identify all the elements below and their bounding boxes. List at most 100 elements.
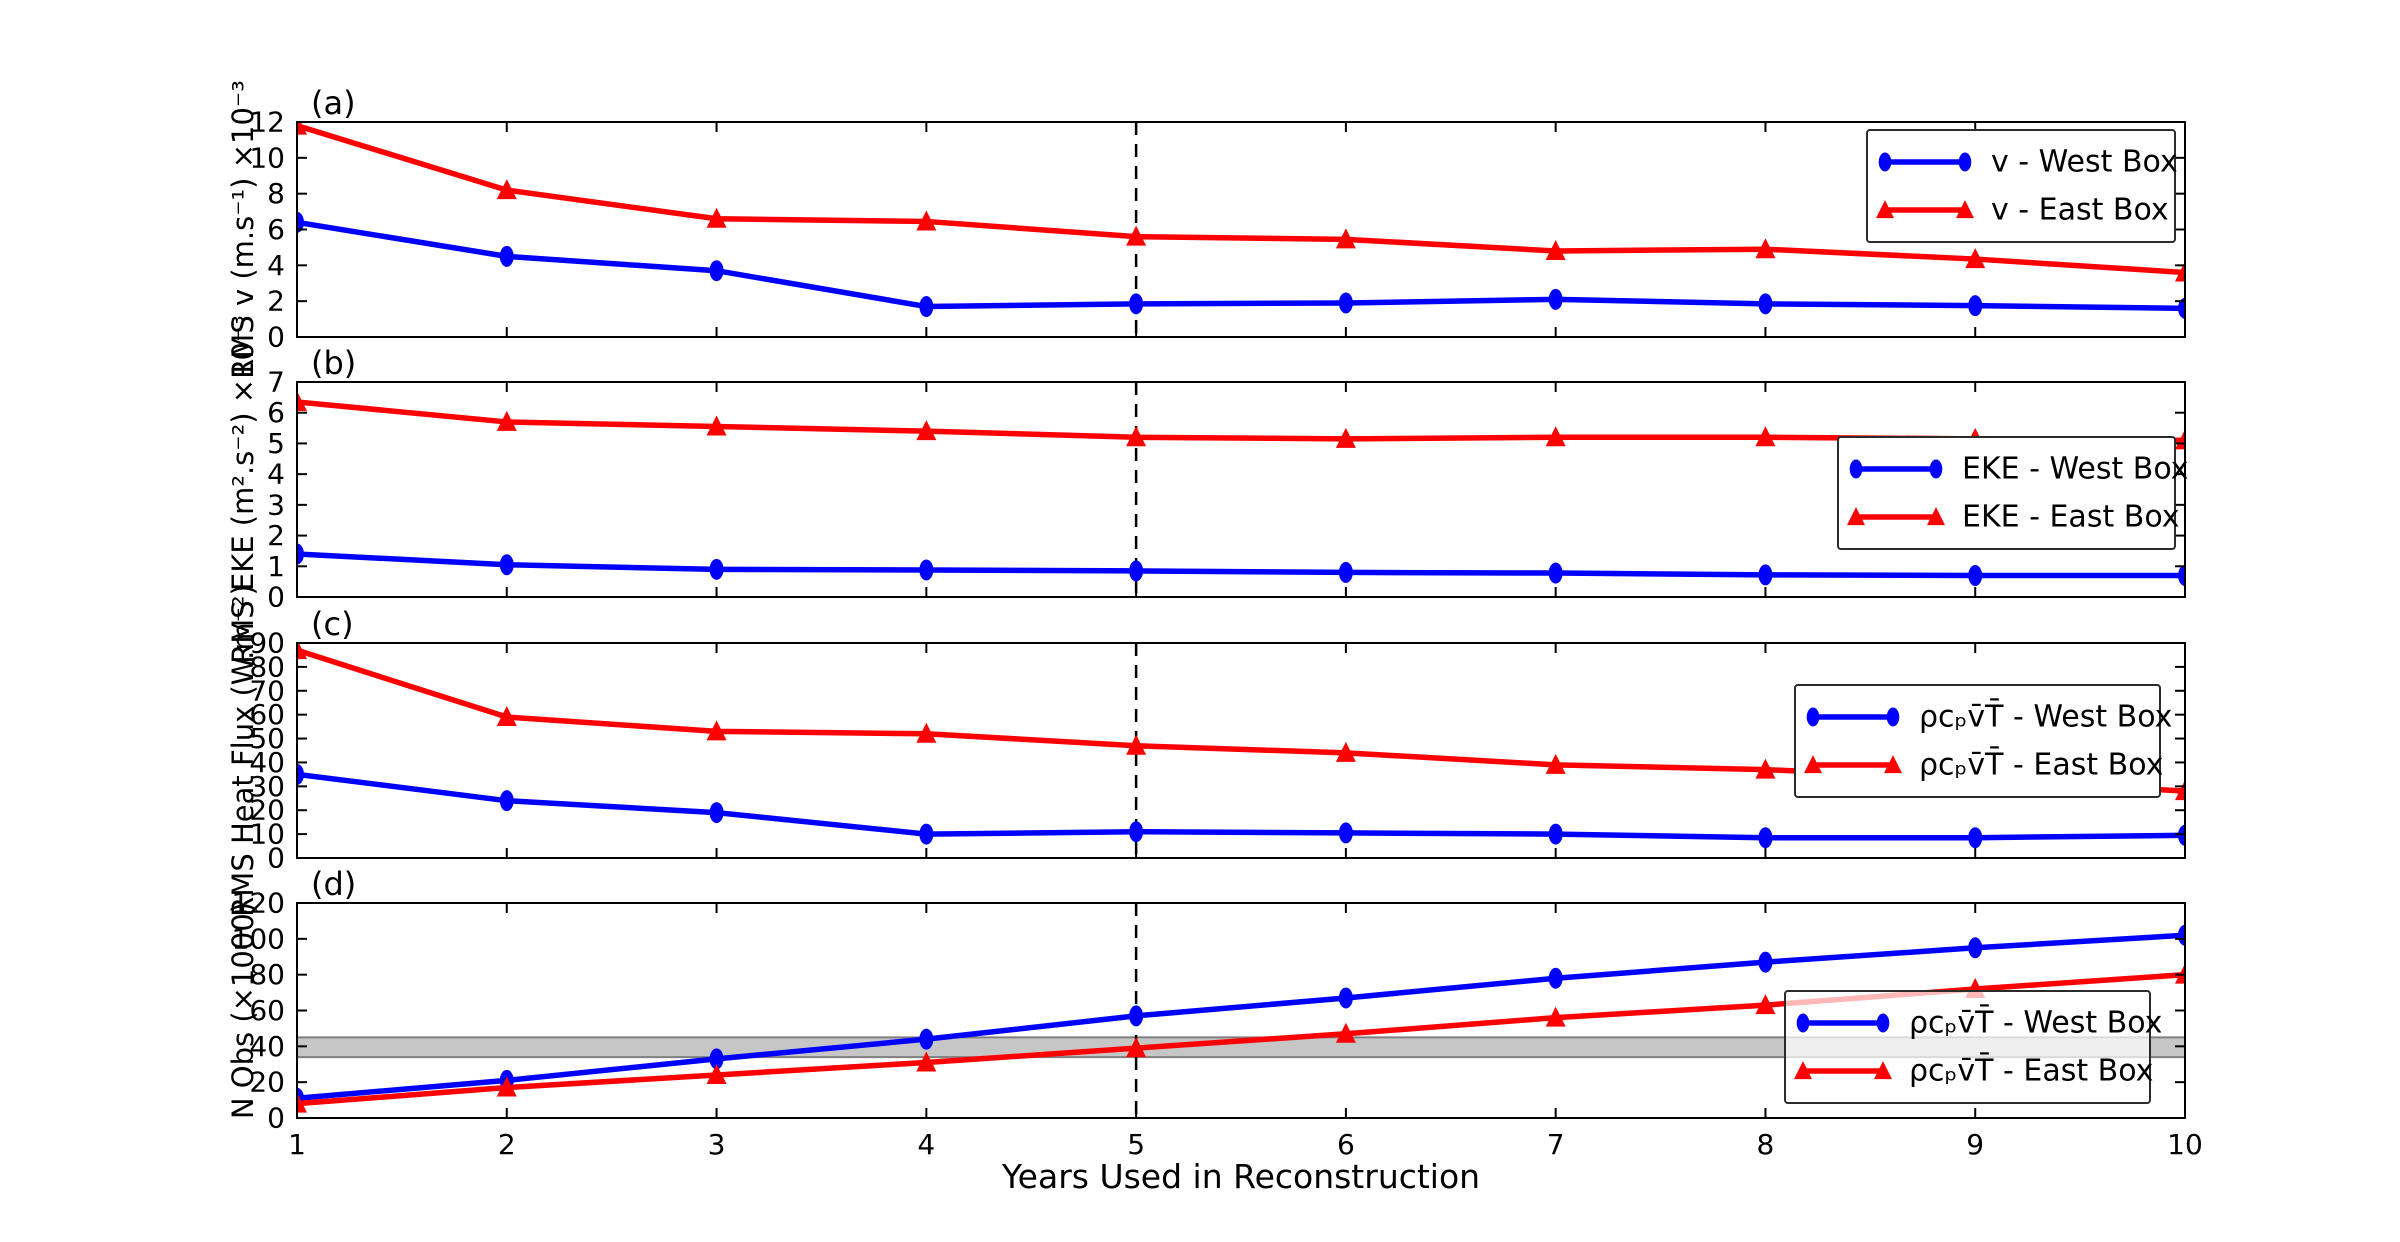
circle-marker [1929,459,1943,479]
y-tick-label: 7 [267,366,285,399]
legend: ρcₚv̄T̄ - West Box ρcₚv̄T̄ - East Box [1784,990,2162,1104]
y-tick-label: 2 [267,285,285,318]
triangle-marker [1755,238,1776,259]
triangle-marker [496,1076,517,1097]
triangle-marker [1755,758,1776,779]
panel-letter: (a) [311,84,356,122]
y-tick-label: 50 [249,722,285,755]
circle-marker [1129,821,1144,843]
y-tick-label: 0 [267,842,285,875]
circle-marker [1129,1005,1144,1027]
circle-marker [919,823,934,845]
circle-marker [2178,924,2185,946]
circle-marker [1758,951,1773,973]
triangle-marker [1956,200,1974,219]
triangle-marker [1794,1061,1812,1080]
circle-marker [1849,459,1863,479]
circle-marker [499,790,514,812]
y-tick-label: 60 [249,698,285,731]
triangle-marker [1755,426,1776,447]
panel-letter: (d) [311,865,356,903]
y-axis-label: RMS Heat Flux (W.m⁻²) [226,584,260,917]
circle-marker [1958,152,1972,172]
y-axis-label: RMS v (m.s⁻¹) ×10⁻³ [226,80,260,379]
y-tick-label: 2 [267,519,285,552]
triangle-marker [1804,755,1822,774]
circle-marker [709,1048,724,1070]
triangle-marker [1335,427,1356,448]
triangle-marker [297,390,307,411]
y-axis-label: N Obs (×1000) [226,902,260,1119]
triangle-marker [916,722,937,743]
circle-marker [919,296,934,318]
y-tick-label: 8 [267,177,285,210]
x-tick-label: 1 [288,1128,306,1161]
triangle-marker [1335,1022,1356,1043]
circle-marker [1338,987,1353,1009]
circle-marker [1129,293,1144,315]
y-tick-label: 0 [267,321,285,354]
y-tick-label: 60 [249,994,285,1027]
circle-marker [1548,967,1563,989]
y-tick-label: 40 [249,1030,285,1063]
circle-marker [1338,561,1353,583]
circle-marker [2178,565,2185,586]
circle-marker [297,543,304,565]
triangle-marker [1927,507,1945,526]
legend: EKE - West Box EKE - East Box [1837,436,2189,550]
series-line [297,551,2185,579]
triangle-marker [1126,426,1147,447]
circle-marker [297,763,304,785]
series-group [297,390,2185,586]
triangle-marker [1545,753,1566,774]
triangle-marker [706,207,727,228]
legend: ρcₚv̄T̄ - West Box ρcₚv̄T̄ - East Box [1794,684,2172,798]
triangle-marker [1126,225,1147,246]
triangle-marker [1545,240,1566,260]
series-line [297,122,2185,276]
legend-label: ρcₚv̄T̄ - East Box [1909,1052,2153,1088]
y-tick-label: 100 [232,922,285,955]
circle-marker [1876,1013,1890,1033]
circle-marker [1878,152,1892,172]
circle-marker [709,558,724,580]
y-tick-label: 80 [249,958,285,991]
triangle-marker [2175,780,2185,801]
y-tick-label: 10 [249,818,285,851]
y-tick-label: 6 [267,213,285,246]
y-tick-label: 90 [249,627,285,660]
circle-marker [1806,707,1820,727]
circle-marker [499,245,514,267]
circle-marker [1548,288,1563,310]
y-tick-label: 5 [267,427,285,460]
circle-marker [1758,564,1773,586]
circle-marker [297,211,304,233]
y-tick-label: 1 [267,550,285,583]
y-tick-label: 20 [249,1066,285,1099]
x-tick-label: 2 [498,1128,516,1161]
triangle-marker [1847,507,1865,526]
triangle-marker [1874,1061,1892,1080]
circle-marker [1338,822,1353,844]
x-tick-label: 4 [917,1128,935,1161]
triangle-marker [916,420,937,441]
circle-marker [1129,560,1144,582]
y-tick-label: 0 [267,1102,285,1135]
panel-letter: (c) [311,605,354,643]
triangle-marker [496,706,517,727]
triangle-marker [706,415,727,436]
triangle-marker [1126,734,1147,755]
circle-marker [1796,1013,1810,1033]
legend-box [1837,436,2176,550]
series-line [297,771,2185,841]
triangle-marker [1545,1006,1566,1027]
y-tick-label: 0 [267,581,285,614]
triangle-marker [706,720,727,741]
legend-label: EKE - East Box [1962,500,2180,535]
circle-marker [499,554,514,576]
x-tick-label: 8 [1757,1128,1775,1161]
